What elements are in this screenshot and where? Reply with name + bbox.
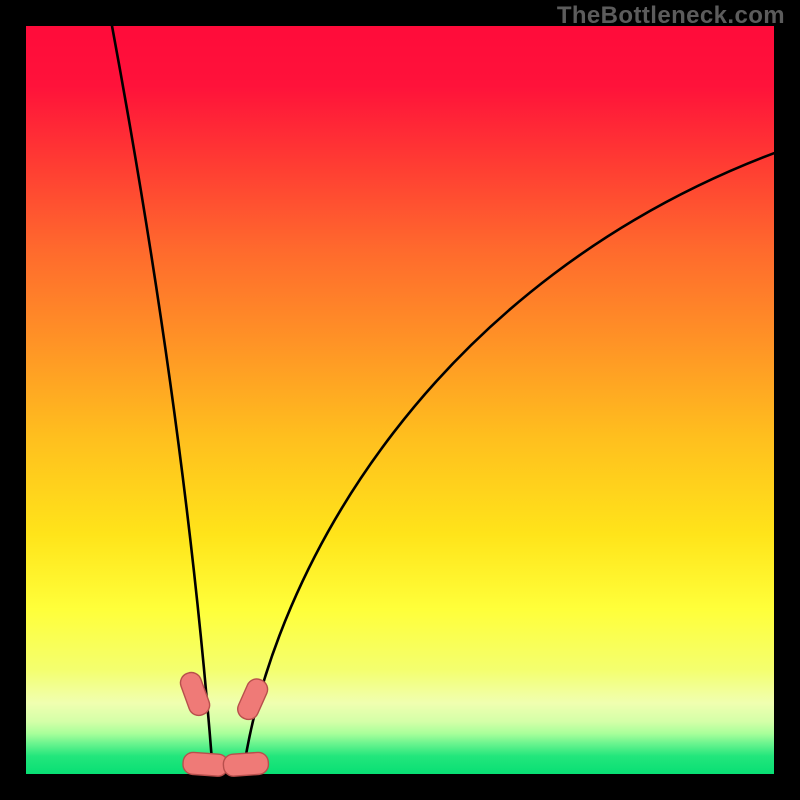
watermark-text: TheBottleneck.com [557,2,785,30]
plot-area [26,26,774,774]
chart-stage [0,0,800,800]
marker-lozenge [182,752,228,777]
marker-lozenge [223,752,269,777]
